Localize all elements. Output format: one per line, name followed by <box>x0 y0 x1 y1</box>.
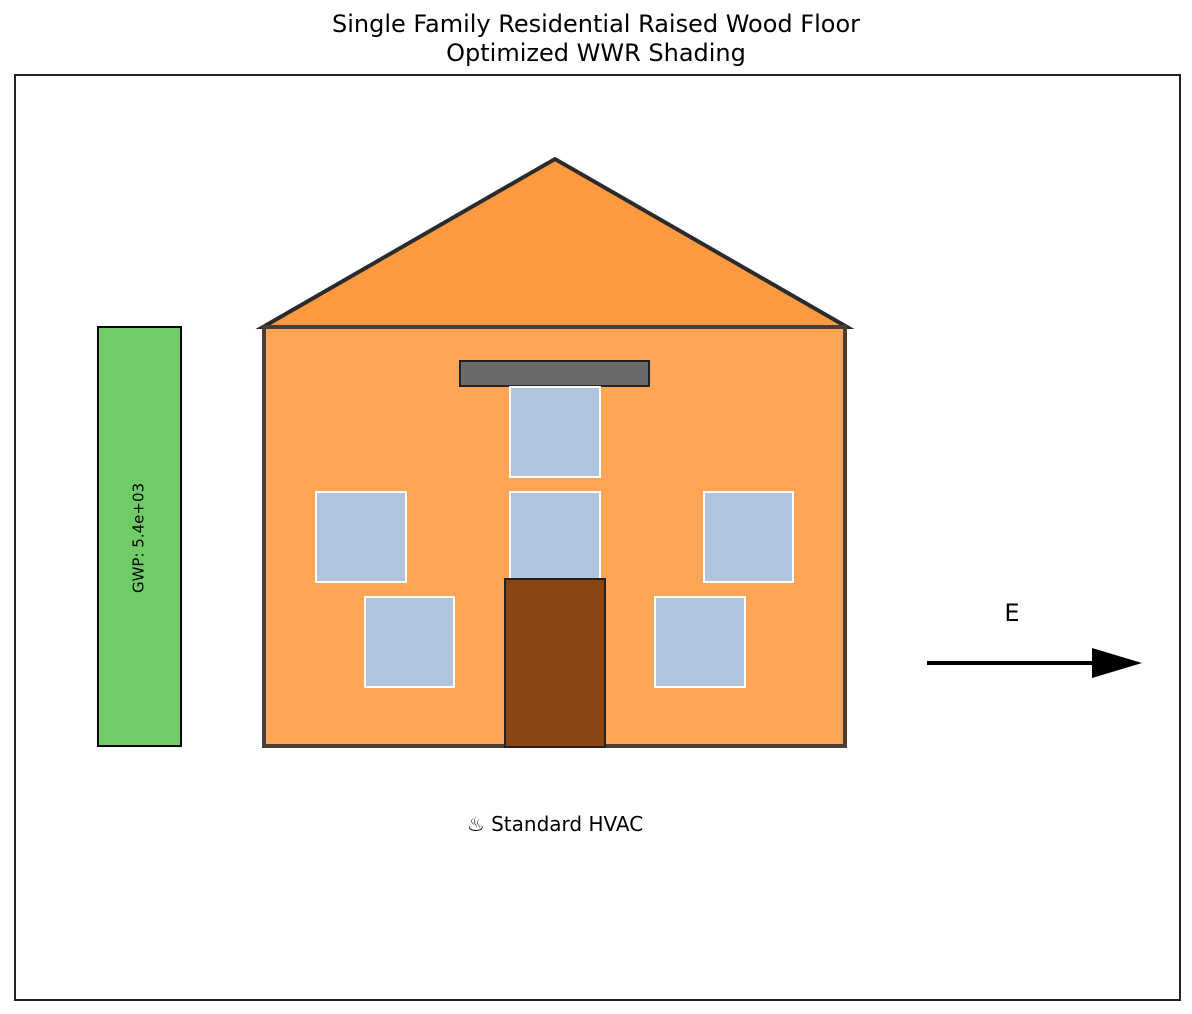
window-shade <box>459 360 650 387</box>
window <box>509 386 601 478</box>
orientation-arrow-head <box>1092 648 1142 678</box>
window <box>364 596 455 688</box>
chart-title-line-2: Optimized WWR Shading <box>446 39 746 67</box>
hvac-label: ♨ Standard HVAC <box>467 812 643 836</box>
door <box>504 578 606 748</box>
roof <box>255 156 855 329</box>
window <box>509 491 601 583</box>
window <box>654 596 746 688</box>
gwp-label: GWP: 5.4e+03 <box>130 483 148 593</box>
gwp-bar <box>97 326 182 747</box>
window <box>315 491 407 583</box>
windows <box>315 386 794 688</box>
window <box>703 491 794 583</box>
chart-title-line-1: Single Family Residential Raised Wood Fl… <box>331 10 860 38</box>
orientation-label: E <box>1004 599 1019 627</box>
plot-frame <box>14 74 1181 1001</box>
